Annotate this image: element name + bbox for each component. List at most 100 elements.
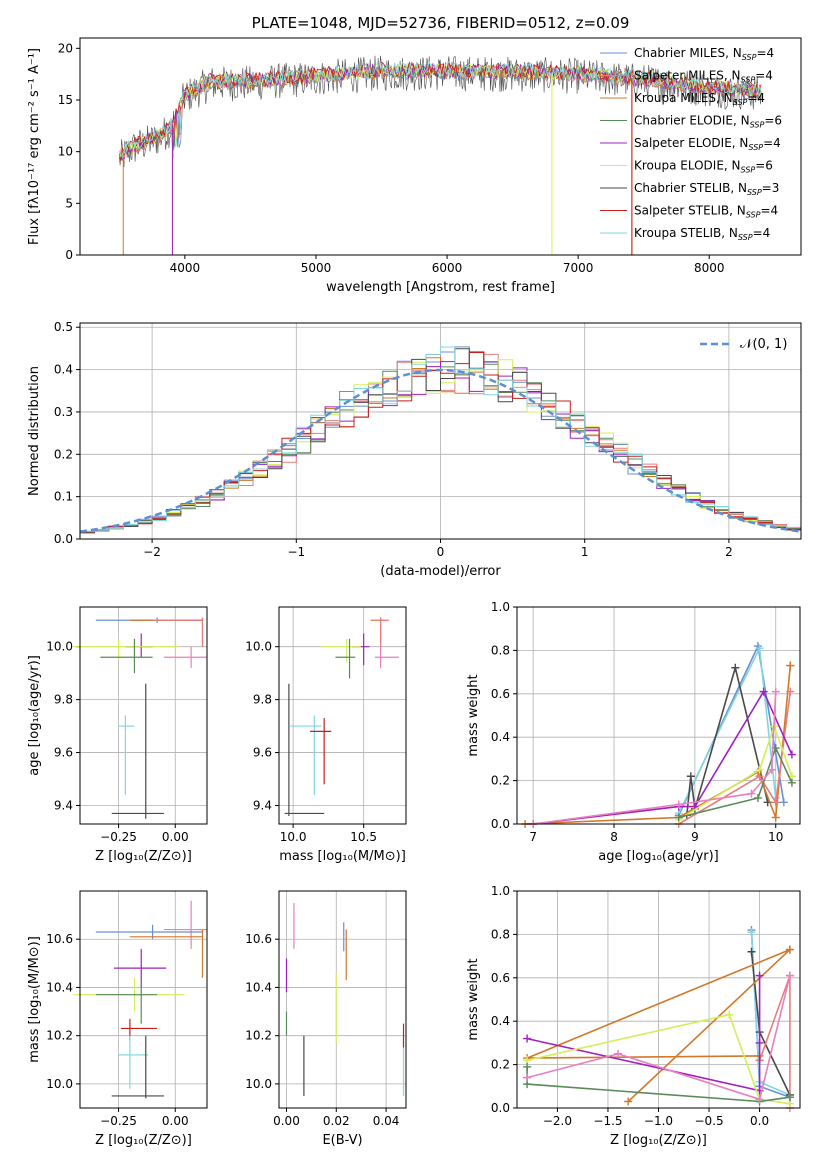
y-tick-label: 0.4 [54,363,73,377]
y-tick-label: 9.6 [253,746,272,760]
legend-suffix: =4 [760,204,778,218]
axes-frame [79,322,802,540]
weight-line-salpeter_miles [678,691,792,825]
x-tick-label: −2 [143,545,161,559]
x-tick-label: 6000 [432,261,463,275]
x-axis-label: Z [log₁₀(Z/Z⊙)] [95,849,192,864]
y-tick-label: 10.6 [245,932,272,946]
legend-subscript: SSP [747,188,762,197]
legend-label: Kroupa MILES, NSSP=4 [634,91,765,107]
legend-label: Salpeter MILES, NSSP=4 [634,69,773,85]
weight-marker [785,1093,794,1102]
x-tick-label: −1.0 [644,1114,673,1128]
weight-line-pink [533,691,777,825]
legend-subscript: SSP [742,53,757,62]
age-vs-metallicity-panel: −0.25 0.00 9.4 9.6 9.8 10.0 Z [log₁₀(Z/Z⊙)] age… [27,606,208,864]
x-axis-label: Z [log₁₀(Z/Z⊙)] [610,1133,707,1148]
legend-label: Kroupa ELODIE, NSSP=6 [634,159,773,175]
x-tick-label: 8000 [694,261,725,275]
x-tick-label: −1.5 [593,1114,622,1128]
legend-subscript: SSP [750,121,765,130]
y-axis-label: age [log₁₀(age/yr)] [27,655,42,776]
x-axis-label: Z [log₁₀(Z/Z⊙)] [95,1133,192,1148]
legend-label: Chabrier ELODIE, NSSP=6 [634,114,782,130]
legend-subscript: SSP [746,211,761,220]
y-tick-label: 0.4 [491,1014,510,1028]
weight-marker [785,971,794,980]
x-tick-label: 0.00 [162,1114,189,1128]
weight-line-salpeter_elodie [533,689,793,825]
weight-vs-age-panel: 7 8 9 10 0.0 0.2 0.4 0.6 0.8 1.0 age [log₁₀(age/yr… [466,600,801,864]
legend-suffix: =6 [755,159,773,173]
y-tick-label: 0.8 [491,643,510,657]
legend-subscript: SSP [741,76,756,85]
axes-frame [516,606,801,825]
y-tick-label: 9.4 [54,798,73,812]
weight-marker [523,1073,532,1082]
weight-line-salpeter_elodie [526,975,761,1092]
y-tick-label: 10.0 [46,1077,73,1091]
x-axis-label: age [log₁₀(age/yr)] [598,849,719,864]
legend-subscript: SSP [738,233,753,242]
axes-frame [79,890,208,1109]
legend-suffix: =4 [763,136,781,150]
weight-marker [614,1049,623,1058]
y-tick-label: 0 [65,248,73,262]
x-tick-label: 0.02 [323,1114,350,1128]
y-tick-label: 10.2 [46,1029,73,1043]
weight-line-kroupa_elodie [526,1013,791,1105]
x-axis-label: mass [log₁₀(M/M⊙)] [279,849,406,864]
y-tick-label: 0.4 [491,730,510,744]
y-tick-label: 0.2 [491,1058,510,1072]
mass-vs-ebv-panel: 0.00 0.02 0.04 10.0 10.2 10.4 10.6 E(B-V) [245,890,407,1148]
y-tick-label: 0.2 [491,774,510,788]
weight-marker [725,1010,734,1019]
y-tick-label: 1.0 [491,884,510,898]
x-tick-label: 10.0 [280,830,307,844]
x-tick-label: −1 [287,545,305,559]
mass-vs-metallicity-panel: −0.25 0.00 10.0 10.2 10.4 10.6 Z [log₁₀(Z/Z⊙)]… [27,890,208,1148]
x-tick-label: 0.00 [273,1114,300,1128]
y-tick-label: 10.6 [46,932,73,946]
y-axis-label: mass weight [466,958,481,1040]
y-tick-label: 0.6 [491,971,510,985]
spectrum-line-kroupa_stelib [118,60,762,158]
x-tick-label: 0.04 [373,1114,400,1128]
weight-line-kroupa_miles [526,948,791,1103]
x-tick-label: 5000 [301,261,332,275]
weight-marker [753,793,762,802]
y-axis-label: Normed distribution [27,366,42,496]
weight-marker [767,765,776,774]
weight-marker [747,928,756,937]
weight-line-pink [526,975,791,1101]
legend-subscript: SSP [748,143,763,152]
histogram-kroupa_stelib [79,346,801,539]
x-tick-label: 10 [768,830,783,844]
y-tick-label: 0.2 [54,447,73,461]
x-tick-label: 0.0 [750,1114,769,1128]
weight-marker [771,798,780,807]
y-tick-label: 5 [65,196,73,210]
y-tick-label: 10.0 [245,640,272,654]
weight-marker [787,778,796,787]
weight-marker [755,765,764,774]
legend-label: Chabrier MILES, NSSP=4 [634,46,774,62]
weight-marker [747,947,756,956]
x-tick-label: 7000 [563,261,594,275]
legend-label: Chabrier STELIB, NSSP=3 [634,181,779,197]
weight-marker [674,800,683,809]
weight-marker [686,772,695,781]
x-tick-label: 4000 [170,261,201,275]
legend-suffix: =4 [755,69,773,83]
x-tick-label: 7 [529,830,537,844]
y-tick-label: 9.4 [253,798,272,812]
axes-frame [278,890,407,1109]
legend-suffix: =4 [756,46,774,60]
x-axis-label: E(B-V) [322,1133,362,1148]
spectrum-line-chabrier_miles [118,65,762,161]
weight-marker [755,971,764,980]
x-tick-label: 1 [581,545,589,559]
axes-frame [79,37,802,256]
y-tick-label: 9.8 [54,693,73,707]
x-tick-label: 0.00 [162,830,189,844]
